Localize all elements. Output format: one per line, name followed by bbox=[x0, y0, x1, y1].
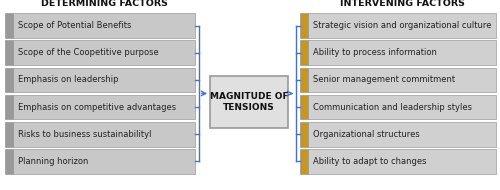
Bar bbox=[300, 13, 308, 38]
Bar bbox=[300, 95, 308, 120]
Bar bbox=[13, 122, 195, 146]
Text: Planning horizon: Planning horizon bbox=[18, 157, 88, 166]
Bar bbox=[308, 95, 496, 120]
Text: Ability to process information: Ability to process information bbox=[313, 48, 437, 57]
Bar bbox=[13, 149, 195, 174]
Bar bbox=[5, 122, 13, 146]
Text: Communication and leadership styles: Communication and leadership styles bbox=[313, 103, 472, 112]
Text: Strategic vision and organizational culture: Strategic vision and organizational cult… bbox=[313, 21, 492, 30]
Bar bbox=[308, 40, 496, 65]
Bar bbox=[13, 40, 195, 65]
Bar bbox=[5, 13, 13, 38]
Text: Ability to adapt to changes: Ability to adapt to changes bbox=[313, 157, 426, 166]
Bar bbox=[5, 40, 13, 65]
Bar bbox=[13, 13, 195, 38]
Text: Scope of Potential Benefits: Scope of Potential Benefits bbox=[18, 21, 132, 30]
Bar bbox=[308, 68, 496, 92]
Bar bbox=[300, 149, 308, 174]
Text: MAGNITUDE OF
TENSIONS: MAGNITUDE OF TENSIONS bbox=[210, 92, 288, 112]
Bar bbox=[5, 149, 13, 174]
Text: Senior management commitment: Senior management commitment bbox=[313, 75, 455, 84]
Text: Organizational structures: Organizational structures bbox=[313, 130, 420, 139]
Bar bbox=[5, 95, 13, 120]
Bar bbox=[300, 40, 308, 65]
Bar bbox=[13, 95, 195, 120]
Bar bbox=[13, 68, 195, 92]
Text: INTERVENING FACTORS: INTERVENING FACTORS bbox=[340, 0, 464, 9]
Bar bbox=[210, 76, 288, 128]
Text: Risks to business sustainabilityl: Risks to business sustainabilityl bbox=[18, 130, 152, 139]
Text: Emphasis on competitive advantages: Emphasis on competitive advantages bbox=[18, 103, 176, 112]
Bar bbox=[300, 122, 308, 146]
Bar bbox=[5, 68, 13, 92]
Text: DETERMINING FACTORS: DETERMINING FACTORS bbox=[40, 0, 168, 9]
Bar bbox=[308, 13, 496, 38]
Text: Scope of the Coopetitive purpose: Scope of the Coopetitive purpose bbox=[18, 48, 159, 57]
Text: Emphasis on leadership: Emphasis on leadership bbox=[18, 75, 118, 84]
Bar bbox=[308, 149, 496, 174]
Bar bbox=[308, 122, 496, 146]
Bar bbox=[300, 68, 308, 92]
